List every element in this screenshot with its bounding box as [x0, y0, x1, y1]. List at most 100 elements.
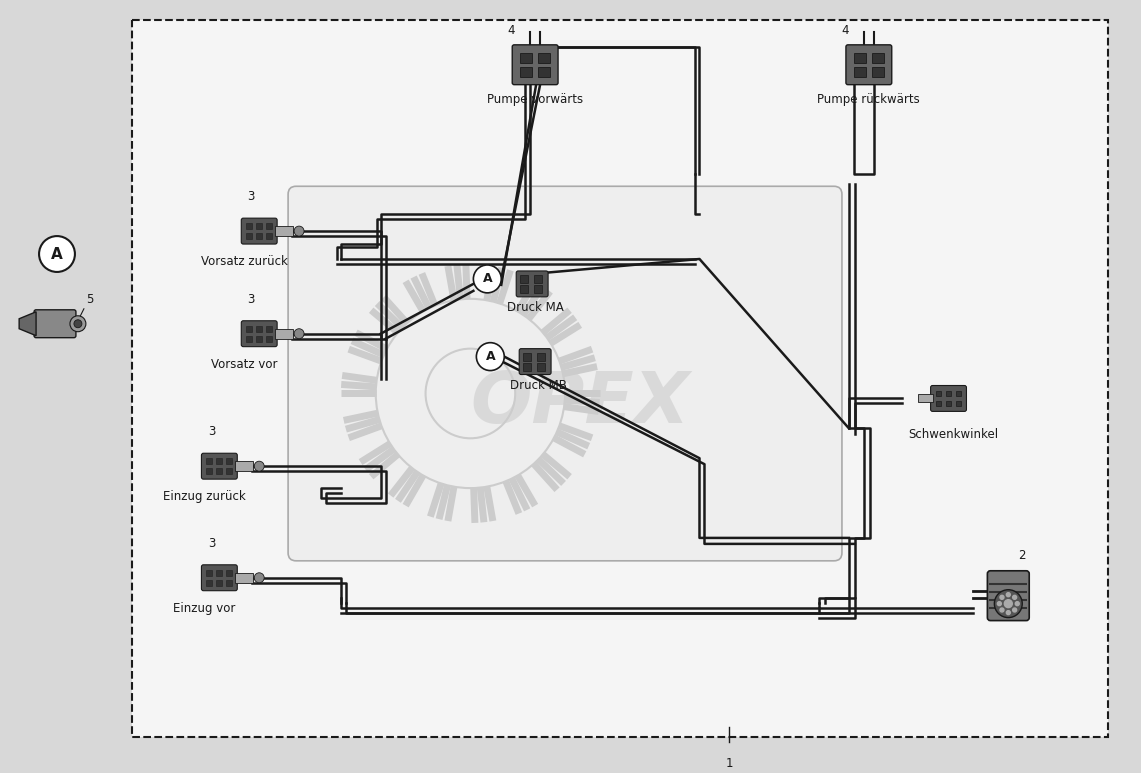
Bar [853, 66, 866, 77]
Bar [524, 352, 532, 360]
Bar [917, 394, 932, 403]
Text: Vorsatz vor: Vorsatz vor [211, 358, 277, 370]
FancyBboxPatch shape [288, 186, 842, 561]
Text: 4: 4 [508, 24, 515, 37]
Bar [235, 573, 253, 583]
Text: 3: 3 [208, 425, 216, 438]
Text: 1: 1 [726, 757, 734, 770]
Circle shape [1004, 600, 1012, 608]
Text: Einzug zurück: Einzug zurück [163, 490, 245, 503]
Bar [207, 468, 212, 474]
Circle shape [254, 573, 265, 583]
Text: A: A [486, 350, 495, 363]
Bar [257, 233, 262, 239]
Bar [257, 335, 262, 342]
Bar [946, 401, 950, 406]
Text: Druck MB: Druck MB [510, 379, 567, 392]
Bar [246, 335, 252, 342]
Bar [266, 233, 273, 239]
Bar [956, 401, 961, 406]
Bar [207, 570, 212, 576]
Bar [207, 458, 212, 465]
Circle shape [994, 590, 1022, 618]
FancyBboxPatch shape [241, 321, 277, 346]
FancyBboxPatch shape [987, 570, 1029, 621]
Bar [537, 352, 545, 360]
Bar [539, 53, 550, 63]
Circle shape [254, 461, 265, 472]
Bar [936, 401, 941, 406]
Circle shape [294, 329, 304, 339]
Bar [226, 570, 233, 576]
Bar [520, 66, 532, 77]
Bar [853, 53, 866, 63]
Bar [226, 458, 233, 465]
Bar [246, 325, 252, 332]
Circle shape [1006, 593, 1010, 597]
Circle shape [997, 601, 1002, 606]
Bar [275, 226, 293, 236]
Circle shape [1015, 601, 1019, 606]
Bar [539, 66, 550, 77]
Bar [217, 570, 222, 576]
Text: Druck MA: Druck MA [508, 301, 564, 314]
Bar [226, 468, 233, 474]
Circle shape [1000, 608, 1004, 612]
Text: Pumpe rückwärts: Pumpe rückwärts [817, 93, 921, 106]
Circle shape [1013, 595, 1017, 599]
Bar [275, 329, 293, 339]
Bar [946, 391, 950, 396]
Bar [207, 580, 212, 586]
Circle shape [70, 316, 86, 332]
Bar [520, 275, 528, 283]
Text: A: A [51, 247, 63, 261]
Text: 3: 3 [248, 293, 254, 306]
Text: A: A [483, 272, 492, 285]
Circle shape [476, 342, 504, 370]
Text: 4: 4 [841, 24, 849, 37]
Circle shape [474, 265, 501, 293]
FancyBboxPatch shape [512, 45, 558, 85]
Bar [520, 285, 528, 293]
Text: OPEX: OPEX [470, 369, 689, 438]
Text: 2: 2 [1018, 549, 1026, 562]
Bar [537, 363, 545, 370]
Circle shape [1000, 595, 1004, 599]
Text: 3: 3 [208, 537, 216, 550]
Bar [257, 223, 262, 229]
Text: 3: 3 [248, 190, 254, 203]
Bar [257, 325, 262, 332]
FancyBboxPatch shape [931, 386, 966, 411]
Bar [217, 468, 222, 474]
Text: Pumpe vorwärts: Pumpe vorwärts [487, 93, 583, 106]
Bar [246, 223, 252, 229]
FancyBboxPatch shape [241, 218, 277, 244]
Circle shape [74, 320, 82, 328]
Text: Schwenkwinkel: Schwenkwinkel [908, 428, 998, 441]
FancyBboxPatch shape [845, 45, 892, 85]
Circle shape [39, 236, 75, 272]
Bar [217, 580, 222, 586]
Circle shape [1013, 608, 1017, 612]
FancyBboxPatch shape [202, 565, 237, 591]
Bar [524, 363, 532, 370]
FancyBboxPatch shape [519, 349, 551, 375]
Bar [872, 53, 884, 63]
Circle shape [1006, 611, 1010, 615]
Bar [266, 325, 273, 332]
Text: 5: 5 [86, 293, 94, 306]
Bar [235, 461, 253, 472]
Bar [217, 458, 222, 465]
Bar [266, 223, 273, 229]
FancyBboxPatch shape [34, 310, 76, 338]
Bar [520, 53, 532, 63]
Polygon shape [19, 312, 37, 335]
Bar [534, 285, 542, 293]
Bar [131, 20, 1108, 737]
Bar [956, 391, 961, 396]
Bar [266, 335, 273, 342]
Circle shape [294, 226, 304, 236]
Text: Einzug vor: Einzug vor [173, 601, 235, 615]
Bar [226, 580, 233, 586]
Bar [872, 66, 884, 77]
